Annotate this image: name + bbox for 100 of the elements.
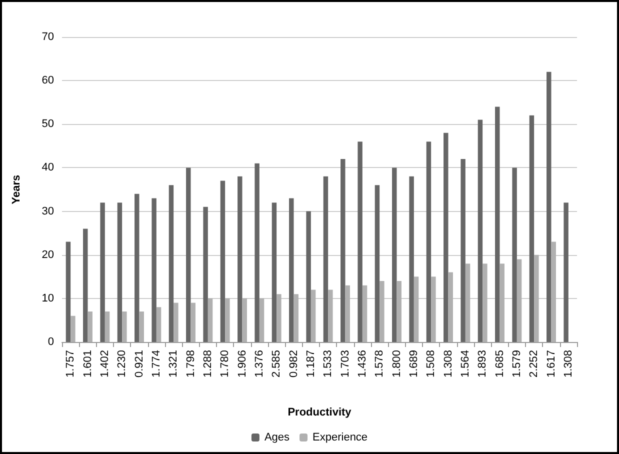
x-tick-label: 2.585 bbox=[270, 350, 283, 378]
bar bbox=[426, 142, 432, 342]
bar bbox=[203, 206, 208, 342]
bar bbox=[289, 198, 294, 342]
x-tick-label: 1.800 bbox=[390, 350, 403, 378]
bar bbox=[66, 242, 71, 342]
bar bbox=[409, 176, 414, 342]
bar bbox=[362, 285, 368, 342]
y-tick-label: 0 bbox=[48, 336, 54, 348]
bar bbox=[465, 264, 470, 342]
bar bbox=[534, 254, 539, 342]
bar bbox=[448, 272, 453, 342]
x-tick-label: 1.308 bbox=[562, 350, 574, 378]
x-tick-label: 1.579 bbox=[510, 350, 523, 378]
x-tick-label: 1.617 bbox=[545, 350, 558, 378]
bar bbox=[254, 163, 260, 342]
x-tick-label: 1.780 bbox=[219, 350, 232, 378]
x-tick-label: 1.906 bbox=[236, 350, 248, 378]
bar bbox=[512, 168, 517, 342]
bar bbox=[444, 132, 448, 342]
bar bbox=[139, 312, 144, 342]
bar bbox=[380, 281, 384, 342]
bar bbox=[156, 307, 162, 342]
x-tick-label: 1.757 bbox=[64, 350, 77, 378]
x-tick-label: 1.703 bbox=[339, 350, 352, 378]
x-tick-label: 1.436 bbox=[356, 350, 368, 378]
bar bbox=[168, 185, 174, 342]
bar bbox=[83, 228, 88, 342]
bar bbox=[358, 142, 362, 342]
x-tick-label: 1.187 bbox=[304, 350, 317, 378]
x-tick-label: 2.252 bbox=[528, 350, 540, 378]
bar bbox=[100, 202, 105, 342]
y-tick-label: 10 bbox=[42, 292, 54, 304]
bar bbox=[186, 168, 191, 342]
bar bbox=[104, 312, 110, 342]
x-tick-label: 1.308 bbox=[442, 350, 454, 378]
x-tick-label: 1.798 bbox=[184, 350, 197, 378]
bar bbox=[392, 168, 397, 342]
x-tick-label: 1.685 bbox=[494, 350, 506, 378]
x-tick-label: 1.689 bbox=[408, 350, 420, 378]
bar bbox=[323, 176, 328, 342]
bar bbox=[396, 281, 402, 342]
legend-label: Experience bbox=[312, 432, 368, 444]
bar bbox=[88, 312, 92, 342]
y-axis-title: Years bbox=[10, 174, 22, 204]
bar bbox=[134, 194, 140, 342]
bar bbox=[478, 120, 483, 342]
bar bbox=[482, 264, 488, 342]
bar bbox=[225, 298, 230, 342]
y-tick-label: 70 bbox=[42, 31, 54, 43]
bar bbox=[294, 294, 298, 342]
x-tick-label: 1.601 bbox=[82, 350, 94, 378]
x-tick-label: 1.230 bbox=[116, 350, 128, 378]
bar bbox=[495, 106, 500, 342]
x-tick-label: 1.376 bbox=[253, 350, 266, 378]
x-tick-label: 1.288 bbox=[202, 350, 214, 378]
bar bbox=[306, 211, 311, 342]
bar bbox=[310, 290, 316, 342]
bar bbox=[564, 202, 568, 342]
bar bbox=[516, 259, 522, 342]
y-tick-label: 20 bbox=[42, 248, 54, 261]
y-tick-label: 30 bbox=[42, 205, 54, 218]
bar bbox=[208, 298, 213, 342]
y-tick-label: 40 bbox=[42, 162, 54, 174]
x-tick-label: 1.402 bbox=[98, 350, 111, 378]
x-tick-label: 1.321 bbox=[168, 350, 180, 378]
x-axis-title: Productivity bbox=[288, 406, 352, 418]
bar bbox=[546, 72, 552, 342]
bar bbox=[431, 276, 436, 342]
x-tick-label: 0.982 bbox=[288, 350, 300, 378]
bar bbox=[500, 264, 504, 342]
bar bbox=[238, 176, 242, 342]
bar bbox=[174, 302, 178, 342]
x-tick-label: 1.774 bbox=[150, 350, 162, 378]
bar bbox=[70, 316, 76, 342]
y-tick-label: 50 bbox=[42, 118, 54, 130]
y-tick-label: 60 bbox=[42, 74, 54, 87]
x-tick-label: 1.564 bbox=[459, 350, 472, 378]
bar bbox=[117, 202, 122, 342]
x-tick-label: 1.578 bbox=[374, 350, 386, 378]
bar bbox=[328, 290, 333, 342]
bar bbox=[460, 159, 466, 342]
bar bbox=[122, 312, 127, 342]
x-tick-label: 1.533 bbox=[322, 350, 334, 378]
bar bbox=[551, 242, 556, 342]
x-tick-label: 0.921 bbox=[133, 350, 146, 378]
legend-label: Ages bbox=[264, 432, 290, 444]
x-tick-label: 1.893 bbox=[476, 350, 489, 378]
bar bbox=[220, 180, 226, 342]
bar bbox=[529, 115, 534, 342]
bar bbox=[414, 276, 419, 342]
bar bbox=[345, 285, 350, 342]
bar bbox=[374, 185, 380, 342]
bar bbox=[242, 298, 247, 342]
bar bbox=[152, 198, 156, 342]
bar bbox=[272, 202, 277, 342]
bar bbox=[259, 298, 264, 342]
bar bbox=[190, 302, 196, 342]
bar bbox=[276, 294, 282, 342]
bar bbox=[340, 159, 346, 342]
